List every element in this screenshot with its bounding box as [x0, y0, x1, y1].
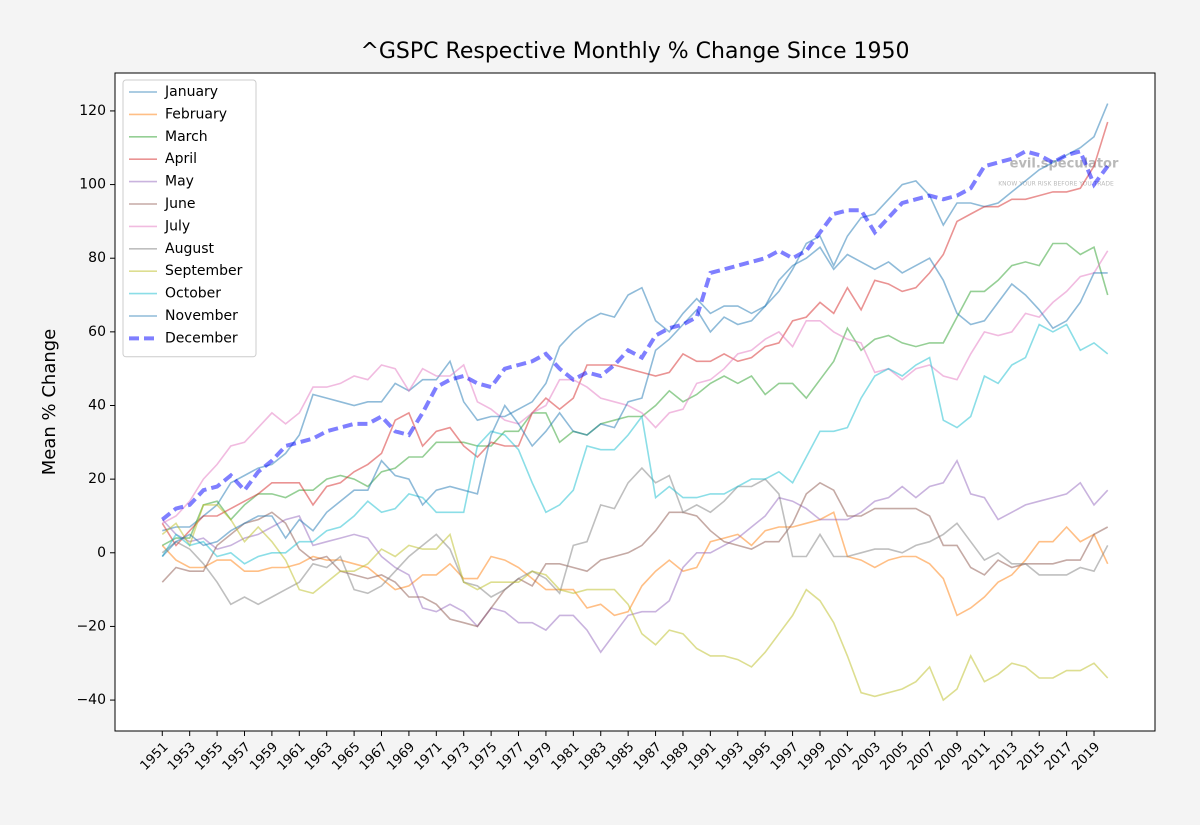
y-tick-label: 80 [88, 250, 106, 266]
series-line [161, 481, 1109, 628]
legend-label: August [165, 241, 215, 257]
legend-label: July [164, 218, 190, 234]
y-tick-label: 40 [88, 397, 106, 413]
series-line [161, 149, 1110, 522]
watermark-name: evil.speculator [1010, 157, 1119, 172]
legend-label: October [165, 286, 221, 302]
y-tick-label: 0 [97, 545, 106, 561]
y-tick-label: −20 [76, 618, 106, 634]
legend-label: November [165, 308, 238, 324]
legend-box [122, 79, 257, 358]
y-tick-label: 60 [88, 324, 106, 340]
chart-title: ^GSPC Respective Monthly % Change Since … [360, 39, 909, 64]
legend-label: January [164, 84, 218, 100]
series-line [161, 121, 1109, 547]
y-tick-label: 20 [88, 471, 106, 487]
legend-label: June [164, 196, 196, 212]
legend-label: February [165, 106, 227, 122]
watermark: evil.speculator KNOW YOUR RISK BEFORE YO… [998, 157, 1119, 188]
series-line [161, 504, 1109, 702]
watermark-tagline: KNOW YOUR RISK BEFORE YOU TRADE [998, 181, 1114, 188]
series-line [161, 246, 1108, 558]
legend-label: December [165, 330, 238, 346]
series-line [162, 103, 1109, 532]
legend-label: April [165, 151, 197, 167]
y-tick-label: 120 [79, 103, 106, 119]
legend-label: September [165, 263, 243, 279]
y-tick-label: 100 [79, 177, 106, 193]
plot-area [114, 72, 1156, 732]
y-axis-label: Mean % Change [39, 329, 60, 476]
series-line [161, 466, 1109, 606]
y-tick-label: −40 [76, 692, 106, 708]
series-line [161, 242, 1109, 547]
legend-label: May [165, 174, 194, 190]
series-line [161, 250, 1109, 525]
legend-label: March [165, 129, 208, 145]
series-line [161, 458, 1109, 654]
series-line [161, 323, 1109, 565]
